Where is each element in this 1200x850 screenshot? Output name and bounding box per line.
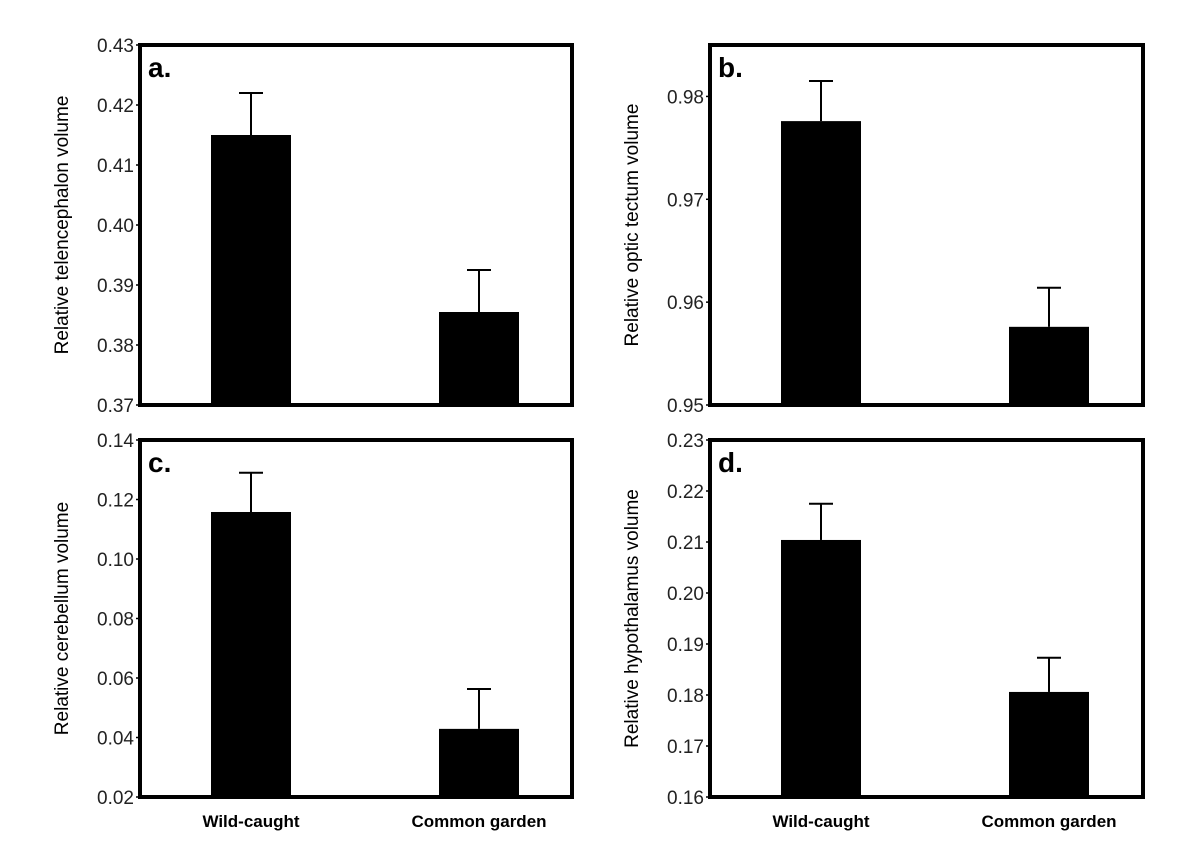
bar-1 [439, 728, 519, 797]
y-tick-label: 0.39 [97, 276, 134, 297]
plot-frame [708, 43, 1145, 407]
y-tick-label: 0.22 [667, 482, 704, 503]
plot-frame [708, 438, 1145, 799]
y-tick-label: 0.14 [97, 431, 134, 452]
y-tick-label: 0.04 [97, 729, 134, 750]
y-axis-label: Relative hypothalamus volume [622, 489, 643, 748]
y-tick-label: 0.37 [97, 396, 134, 417]
y-axis-label: Relative telencephalon volume [52, 96, 73, 355]
bar-0 [211, 511, 291, 797]
bar-1 [1009, 326, 1089, 405]
bar-0 [781, 121, 861, 405]
panel-c: Wild-caught Common garden 0.02 0.04 0.06 0.08… [52, 431, 574, 831]
y-tick-label: 0.21 [667, 533, 704, 554]
y-tick-label: 0.16 [667, 788, 704, 809]
y-axis-label: Relative cerebellum volume [52, 502, 73, 735]
y-tick-label: 0.18 [667, 686, 704, 707]
bar-1 [439, 312, 519, 405]
x-tick-label: Common garden [981, 812, 1116, 831]
panel-a: 0.37 0.38 0.39 0.40 0.41 0.42 0.43 Relative tel… [52, 36, 574, 417]
y-tick-label: 0.98 [667, 87, 704, 108]
bar-1 [1009, 691, 1089, 797]
x-tick-label: Common garden [411, 812, 546, 831]
panel-label: a. [148, 52, 171, 83]
y-tick-label: 0.06 [97, 669, 134, 690]
y-tick-label: 0.20 [667, 584, 704, 605]
panel-label: b. [718, 52, 743, 83]
y-tick-label: 0.12 [97, 491, 134, 512]
y-tick-label: 0.38 [97, 336, 134, 357]
panel-d: Wild-caught Common garden 0.16 0.17 0.18 0.19… [622, 431, 1145, 831]
y-tick-label: 0.40 [97, 216, 134, 237]
y-tick-label: 0.41 [97, 156, 134, 177]
y-axis-label: Relative optic tectum volume [622, 104, 643, 347]
y-tick-label: 0.97 [667, 190, 704, 211]
y-tick-label: 0.96 [667, 293, 704, 314]
x-tick-label: Wild-caught [772, 812, 869, 831]
panel-label: d. [718, 447, 743, 478]
y-tick-label: 0.43 [97, 36, 134, 57]
y-tick-label: 0.23 [667, 431, 704, 452]
y-tick-label: 0.10 [97, 550, 134, 571]
y-tick-label: 0.08 [97, 610, 134, 631]
y-tick-label: 0.17 [667, 737, 704, 758]
bar-0 [211, 135, 291, 405]
panel-label: c. [148, 447, 171, 478]
x-tick-label: Wild-caught [202, 812, 299, 831]
y-tick-label: 0.42 [97, 96, 134, 117]
y-tick-label: 0.19 [667, 635, 704, 656]
bar-0 [781, 539, 861, 797]
y-tick-label: 0.95 [667, 396, 704, 417]
y-tick-label: 0.02 [97, 788, 134, 809]
panel-b: 0.95 0.96 0.97 0.98 Relative optic tectum vo… [622, 43, 1145, 417]
